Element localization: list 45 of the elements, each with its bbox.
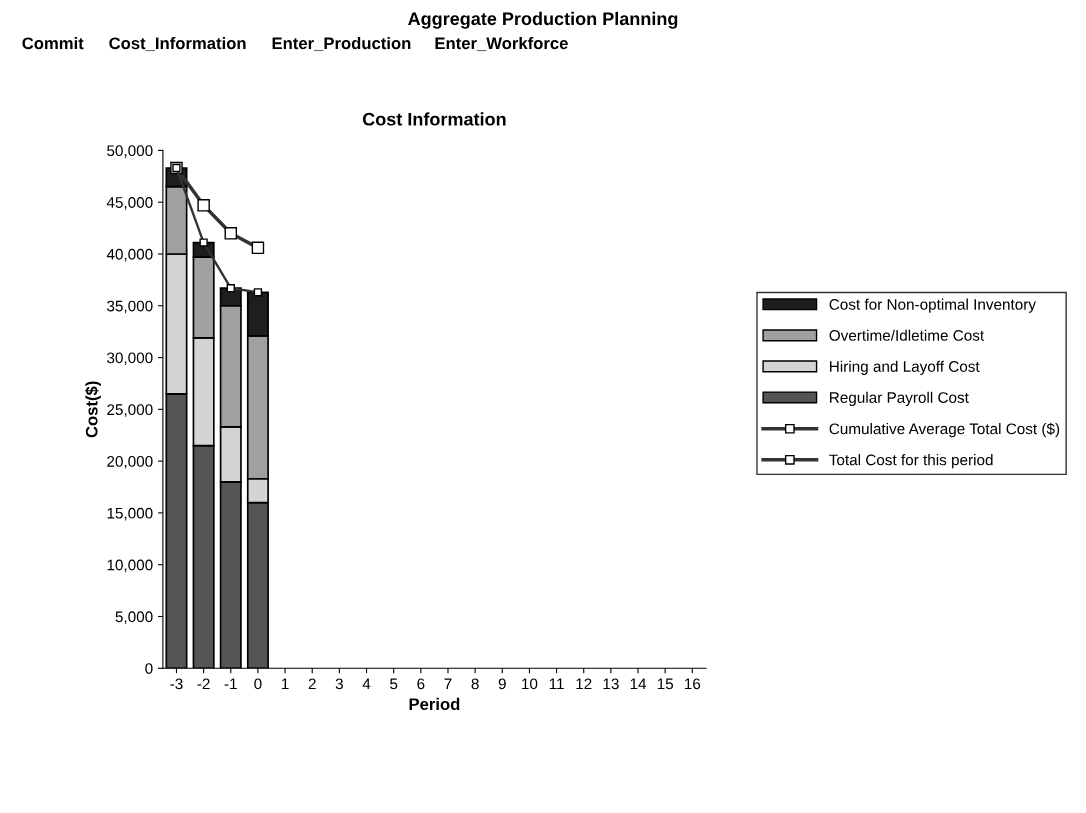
x-tick-label: 0 bbox=[254, 678, 262, 690]
text: Enter_Production bbox=[272, 36, 411, 52]
y-tick-label: 50,000 bbox=[107, 145, 153, 158]
legend-label: Cost for Non-optimal Inventory bbox=[829, 298, 1036, 313]
x-tick-label: 4 bbox=[362, 678, 371, 690]
chart-title: Cost Information bbox=[362, 112, 506, 126]
y-tick-label: 0 bbox=[145, 663, 153, 674]
x-tick-label: 7 bbox=[444, 678, 452, 690]
x-tick-label: 3 bbox=[335, 678, 343, 690]
x-tick-label: -2 bbox=[197, 678, 210, 690]
x-tick-label: 11 bbox=[549, 678, 564, 690]
y-tick-label: 35,000 bbox=[107, 300, 153, 314]
x-tick-label: -3 bbox=[170, 678, 183, 690]
x-tick-label: 6 bbox=[417, 678, 425, 690]
legend-label: Overtime/Idletime Cost bbox=[829, 329, 985, 341]
legend-label: Cumulative Average Total Cost ($) bbox=[829, 422, 1060, 438]
text: Aggregate Production Planning bbox=[408, 11, 678, 29]
x-tick-label: 1 bbox=[281, 678, 289, 690]
x-tick-label: -1 bbox=[224, 678, 237, 690]
y-axis-title: Cost($) bbox=[85, 381, 101, 438]
y-tick-label: 30,000 bbox=[107, 352, 153, 366]
legend-label: Total Cost for this period bbox=[829, 454, 993, 469]
x-tick-label: 14 bbox=[630, 678, 647, 690]
text: Cost_Information bbox=[109, 36, 246, 52]
y-tick-label: 10,000 bbox=[107, 559, 153, 573]
y-tick-label: 15,000 bbox=[107, 507, 153, 521]
x-tick-label: 2 bbox=[308, 678, 316, 690]
x-tick-label: 15 bbox=[657, 678, 674, 690]
x-tick-label: 16 bbox=[684, 678, 701, 690]
x-axis-title: Period bbox=[409, 697, 460, 711]
y-tick-label: 5,000 bbox=[115, 611, 153, 624]
y-tick-label: 45,000 bbox=[106, 197, 153, 210]
y-tick-label: 20,000 bbox=[107, 456, 153, 469]
legend-label: Regular Payroll Cost bbox=[830, 391, 969, 406]
y-tick-label: 40,000 bbox=[106, 248, 153, 262]
text: Enter_Workforce bbox=[435, 36, 568, 52]
y-tick-label: 25,000 bbox=[107, 404, 153, 417]
x-tick-label: 12 bbox=[576, 678, 592, 690]
x-tick-label: 9 bbox=[498, 678, 506, 690]
x-tick-label: 13 bbox=[603, 678, 619, 690]
x-tick-label: 10 bbox=[522, 678, 538, 690]
x-tick-label: 8 bbox=[471, 678, 479, 690]
text: Commit bbox=[22, 36, 84, 50]
x-tick-label: 5 bbox=[390, 678, 398, 690]
legend-label: Hiring and Layoff Cost bbox=[830, 360, 980, 375]
